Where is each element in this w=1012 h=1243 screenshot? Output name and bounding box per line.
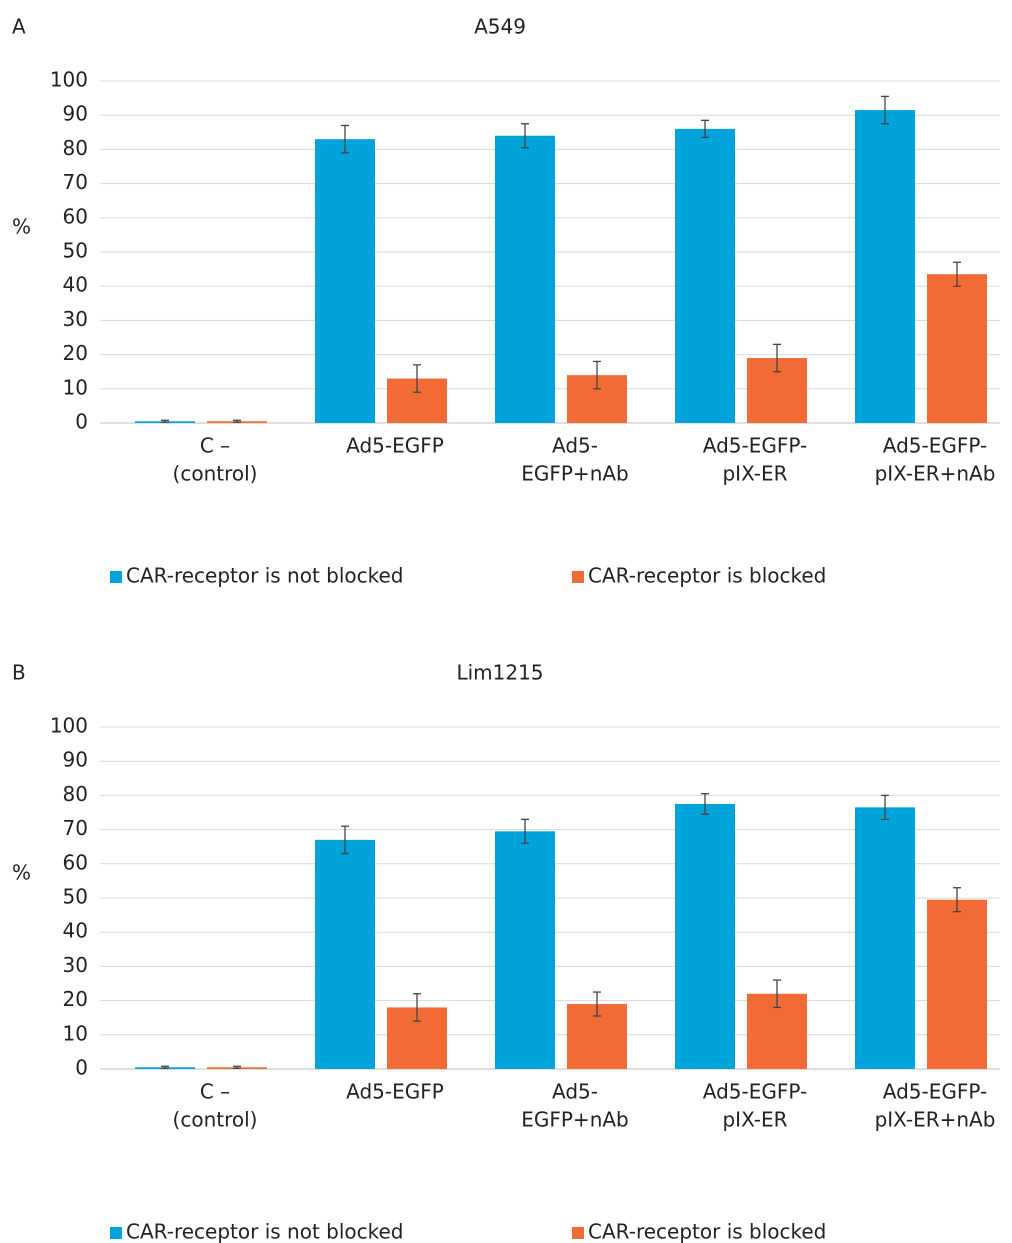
y-tick-label: 70 xyxy=(63,170,88,194)
panel-label: A xyxy=(12,15,26,39)
y-tick-label: 80 xyxy=(63,782,88,806)
x-tick-label: Ad5-EGFP xyxy=(346,1080,444,1104)
bar xyxy=(675,803,735,1069)
bar xyxy=(855,110,915,423)
y-axis-label: % xyxy=(12,861,31,885)
y-tick-label: 70 xyxy=(63,816,88,840)
y-tick-label: 10 xyxy=(63,1021,88,1045)
y-tick-label: 60 xyxy=(63,850,88,874)
y-tick-label: 40 xyxy=(63,273,88,297)
panel-label: B xyxy=(12,661,26,685)
y-tick-label: 40 xyxy=(63,919,88,943)
legend-label: CAR-receptor is blocked xyxy=(588,564,826,588)
y-tick-label: 80 xyxy=(63,136,88,160)
y-tick-label: 10 xyxy=(63,375,88,399)
y-tick-label: 100 xyxy=(50,714,88,738)
x-tick-label: Ad5-EGFP- xyxy=(883,434,987,458)
x-tick-label: Ad5-EGFP- xyxy=(703,1080,807,1104)
y-tick-label: 90 xyxy=(63,102,88,126)
x-tick-label: pIX-ER xyxy=(722,462,787,486)
x-tick-label: pIX-ER xyxy=(722,1108,787,1132)
x-tick-label: Ad5-EGFP- xyxy=(703,434,807,458)
y-axis-label: % xyxy=(12,215,31,239)
x-tick-label: (control) xyxy=(173,1108,258,1132)
bar xyxy=(495,831,555,1069)
x-tick-label: pIX-ER+nAb xyxy=(875,1108,996,1132)
bar xyxy=(927,274,987,423)
chart-title: A549 xyxy=(474,15,526,39)
y-tick-label: 100 xyxy=(50,68,88,92)
bar xyxy=(495,135,555,423)
x-tick-label: EGFP+nAb xyxy=(521,1108,629,1132)
y-tick-label: 60 xyxy=(63,204,88,228)
y-tick-label: 50 xyxy=(63,885,88,909)
bar xyxy=(675,128,735,423)
x-tick-label: pIX-ER+nAb xyxy=(875,462,996,486)
y-tick-label: 30 xyxy=(63,307,88,331)
y-tick-label: 20 xyxy=(63,987,88,1011)
legend-swatch xyxy=(110,571,122,583)
y-tick-label: 0 xyxy=(75,410,88,434)
legend-swatch xyxy=(110,1227,122,1239)
y-tick-label: 30 xyxy=(63,953,88,977)
bar xyxy=(855,807,915,1069)
x-tick-label: (control) xyxy=(173,462,258,486)
legend-swatch xyxy=(572,571,584,583)
y-tick-label: 20 xyxy=(63,341,88,365)
y-tick-label: 0 xyxy=(75,1056,88,1080)
x-tick-label: Ad5- xyxy=(552,434,598,458)
legend-swatch xyxy=(572,1227,584,1239)
y-tick-label: 50 xyxy=(63,239,88,263)
x-tick-label: Ad5-EGFP- xyxy=(883,1080,987,1104)
bar xyxy=(315,839,375,1069)
x-tick-label: EGFP+nAb xyxy=(521,462,629,486)
legend-label: CAR-receptor is not blocked xyxy=(126,1220,404,1243)
x-tick-label: C – xyxy=(200,434,230,458)
x-tick-label: C – xyxy=(200,1080,230,1104)
y-tick-label: 90 xyxy=(63,748,88,772)
chart-title: Lim1215 xyxy=(456,661,543,685)
x-tick-label: Ad5-EGFP xyxy=(346,434,444,458)
legend-label: CAR-receptor is not blocked xyxy=(126,564,404,588)
bar xyxy=(315,139,375,423)
x-tick-label: Ad5- xyxy=(552,1080,598,1104)
bar xyxy=(927,899,987,1069)
legend-label: CAR-receptor is blocked xyxy=(588,1220,826,1243)
